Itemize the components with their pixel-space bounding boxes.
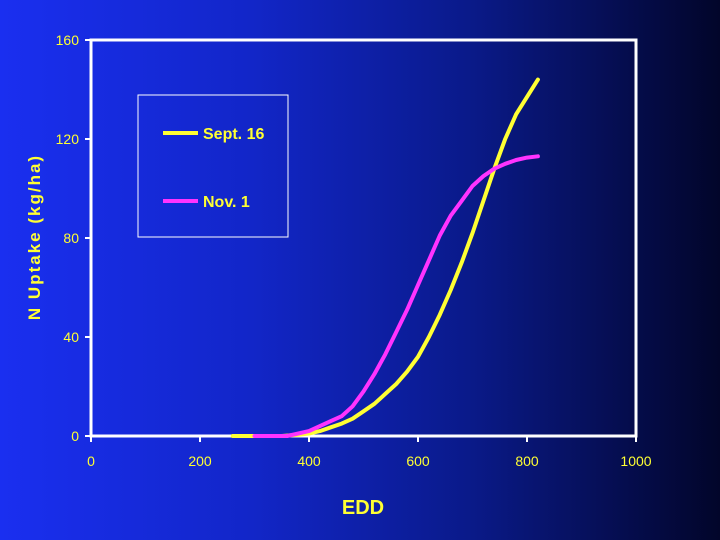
x-tick-label-0: 0: [87, 453, 95, 469]
x-tick-label-4: 800: [515, 453, 539, 469]
legend-label-sept-16: Sept. 16: [203, 126, 264, 143]
axes: 0 200 400 600 800 1000 0 40 80 120 160: [56, 32, 652, 469]
y-tick-label-0: 0: [71, 428, 79, 444]
legend: Sept. 16 Nov. 1: [137, 94, 289, 238]
series-line-nov-1: [252, 154, 540, 438]
series-layer: [230, 77, 540, 438]
y-tick-label-1: 40: [63, 329, 79, 345]
y-tick-label-4: 160: [56, 32, 80, 48]
y-axis-title: N Uptake (kg/ha): [25, 154, 44, 320]
y-tick-label-3: 120: [56, 131, 80, 147]
y-tick-label-2: 80: [63, 230, 79, 246]
series-line-sept-16: [230, 77, 540, 438]
legend-box: [137, 94, 289, 238]
x-tick-label-2: 400: [297, 453, 321, 469]
x-tick-label-3: 600: [406, 453, 430, 469]
legend-label-nov-1: Nov. 1: [203, 194, 250, 211]
x-axis-title: EDD: [342, 497, 384, 519]
x-tick-label-5: 1000: [620, 453, 651, 469]
plot-frame: [89, 38, 638, 438]
x-tick-label-1: 200: [188, 453, 212, 469]
